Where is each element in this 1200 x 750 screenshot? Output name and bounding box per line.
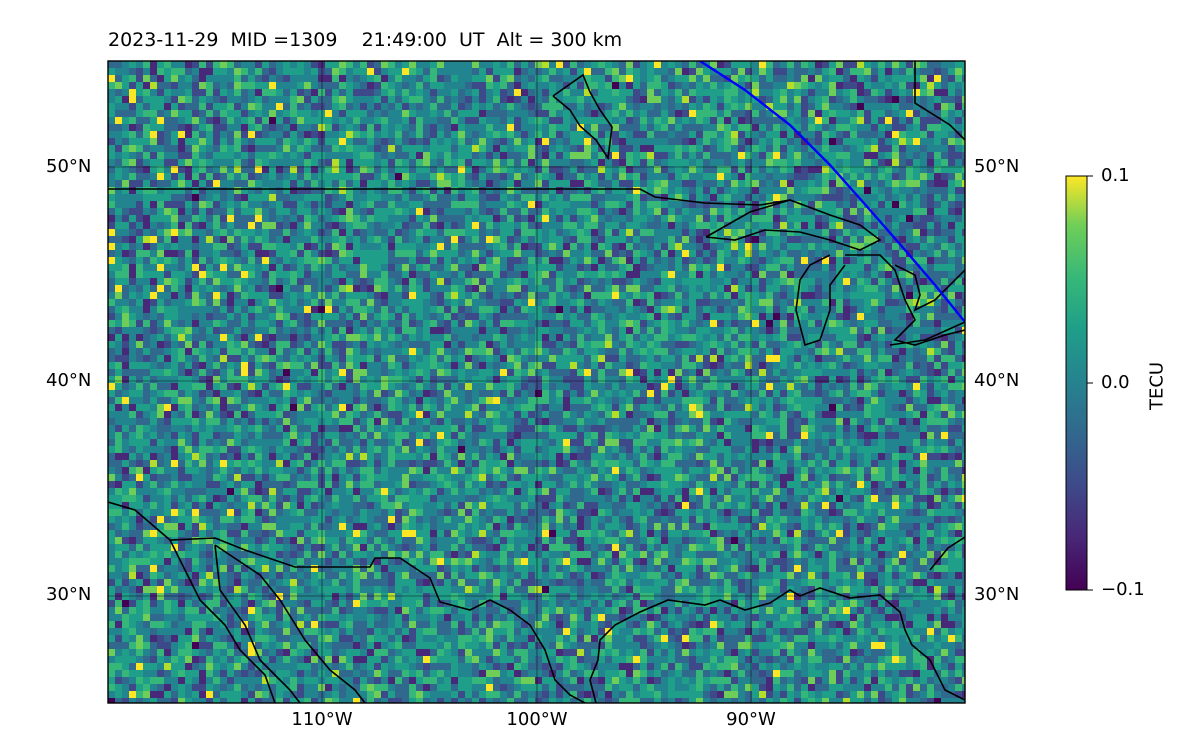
lon-label: 100°W <box>506 709 568 730</box>
coastlines <box>108 61 965 703</box>
lat-label-left: 30°N <box>46 584 92 605</box>
colorbar <box>1065 175 1088 591</box>
us-canada-border <box>108 188 791 206</box>
lat-label-left: 40°N <box>46 370 92 391</box>
colorbar-tick-label: −0.1 <box>1101 579 1145 600</box>
lake-michigan <box>795 254 846 347</box>
lat-label-right: 50°N <box>974 156 1020 177</box>
lat-label-right: 40°N <box>974 370 1020 391</box>
florida-coast <box>929 536 965 571</box>
michigan-peninsula <box>845 254 965 346</box>
gulf-of-california <box>214 544 301 703</box>
colorbar-tick-label: 0.0 <box>1101 372 1130 393</box>
lake-winnipeg <box>552 73 613 161</box>
gulf-coast <box>589 587 965 703</box>
colorbar-label: TECU <box>1146 361 1168 410</box>
hudson-coast <box>914 61 965 141</box>
lake-erie <box>889 321 965 346</box>
colorbar-tick-label: 0.1 <box>1101 165 1130 186</box>
lon-label: 90°W <box>726 709 776 730</box>
map-title: 2023-11-29 MID =1309 21:49:00 UT Alt = 3… <box>108 29 623 51</box>
tec-field <box>108 61 965 703</box>
map-frame <box>107 60 966 704</box>
graticule <box>108 61 965 703</box>
satellite-track <box>699 61 965 323</box>
us-mexico-border <box>108 501 586 703</box>
baja-coast <box>169 539 276 703</box>
lake-huron <box>894 264 965 312</box>
lat-label-right: 30°N <box>974 584 1020 605</box>
lat-label-left: 50°N <box>46 156 92 177</box>
lon-label: 110°W <box>291 709 353 730</box>
lake-superior <box>705 199 882 251</box>
mexico-mainland-coast <box>214 544 366 703</box>
